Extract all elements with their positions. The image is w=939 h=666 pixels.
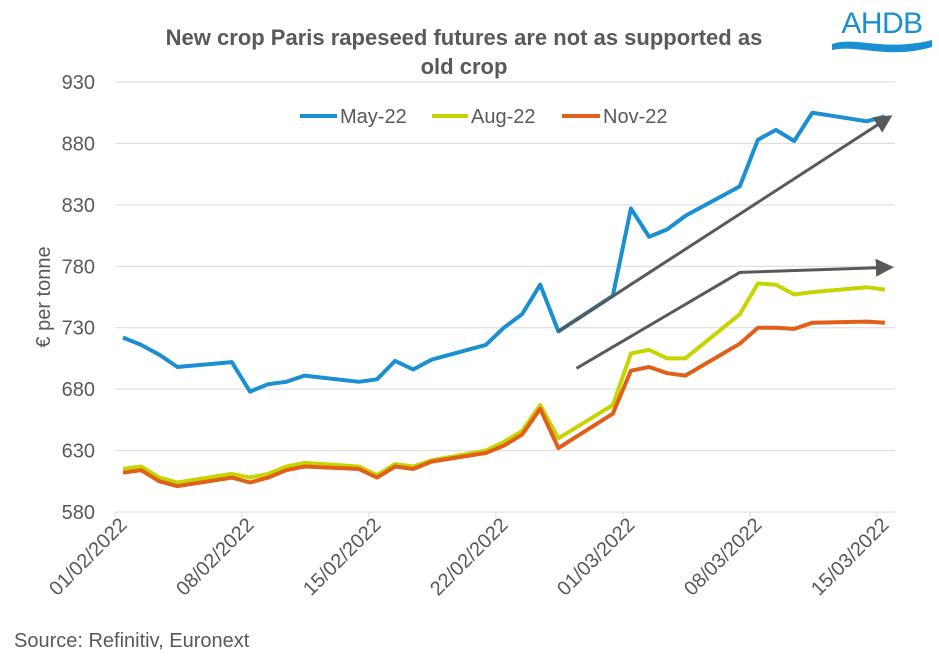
logo-text: AHDB (841, 7, 922, 40)
ahdb-logo: AHDB (832, 7, 932, 53)
y-tick-label: 780 (62, 256, 95, 278)
x-tick-label: 08/03/2022 (680, 514, 766, 600)
legend-label-nov-22: Nov-22 (603, 106, 667, 128)
chart-title-line-1: New crop Paris rapeseed futures are not … (166, 25, 763, 50)
series-line-nov-22 (122, 319, 886, 489)
trend-arrow-1 (557, 115, 893, 333)
legend-label-aug-22: Aug-22 (471, 106, 536, 128)
source-note: Source: Refinitiv, Euronext (14, 630, 250, 652)
legend: May-22 Aug-22 Nov-22 (300, 106, 667, 128)
annotation-arrows (557, 115, 894, 370)
x-tick-label: 01/03/2022 (553, 514, 639, 600)
x-tick-label: 08/02/2022 (172, 514, 258, 600)
series-line-aug-22 (122, 281, 886, 485)
gridlines (115, 81, 895, 452)
logo-wave (832, 40, 932, 53)
x-tick-label: 01/02/2022 (45, 514, 131, 600)
trend-arrow-2 (575, 258, 894, 370)
y-axis-ticks: 580 630 680 730 780 830 880 930 (62, 72, 95, 524)
y-tick-label: 830 (62, 195, 95, 217)
y-tick-label: 630 (62, 441, 95, 463)
legend-label-may-22: May-22 (340, 106, 407, 128)
y-axis-title: € per tonne (33, 246, 55, 347)
chart-title-line-2: old crop (421, 54, 508, 79)
y-tick-label: 930 (62, 72, 95, 94)
series-line-may-22 (122, 110, 886, 394)
x-tick-label: 22/02/2022 (426, 514, 512, 600)
y-tick-label: 880 (62, 133, 95, 155)
y-tick-label: 680 (62, 379, 95, 401)
x-tick-label: 15/02/2022 (299, 514, 385, 600)
x-tick-label: 15/03/2022 (807, 514, 893, 600)
x-axis: 01/02/2022 08/02/2022 15/02/2022 22/02/2022… (45, 511, 895, 600)
y-tick-label: 580 (62, 502, 95, 524)
series-group (122, 110, 886, 489)
y-tick-label: 730 (62, 318, 95, 340)
